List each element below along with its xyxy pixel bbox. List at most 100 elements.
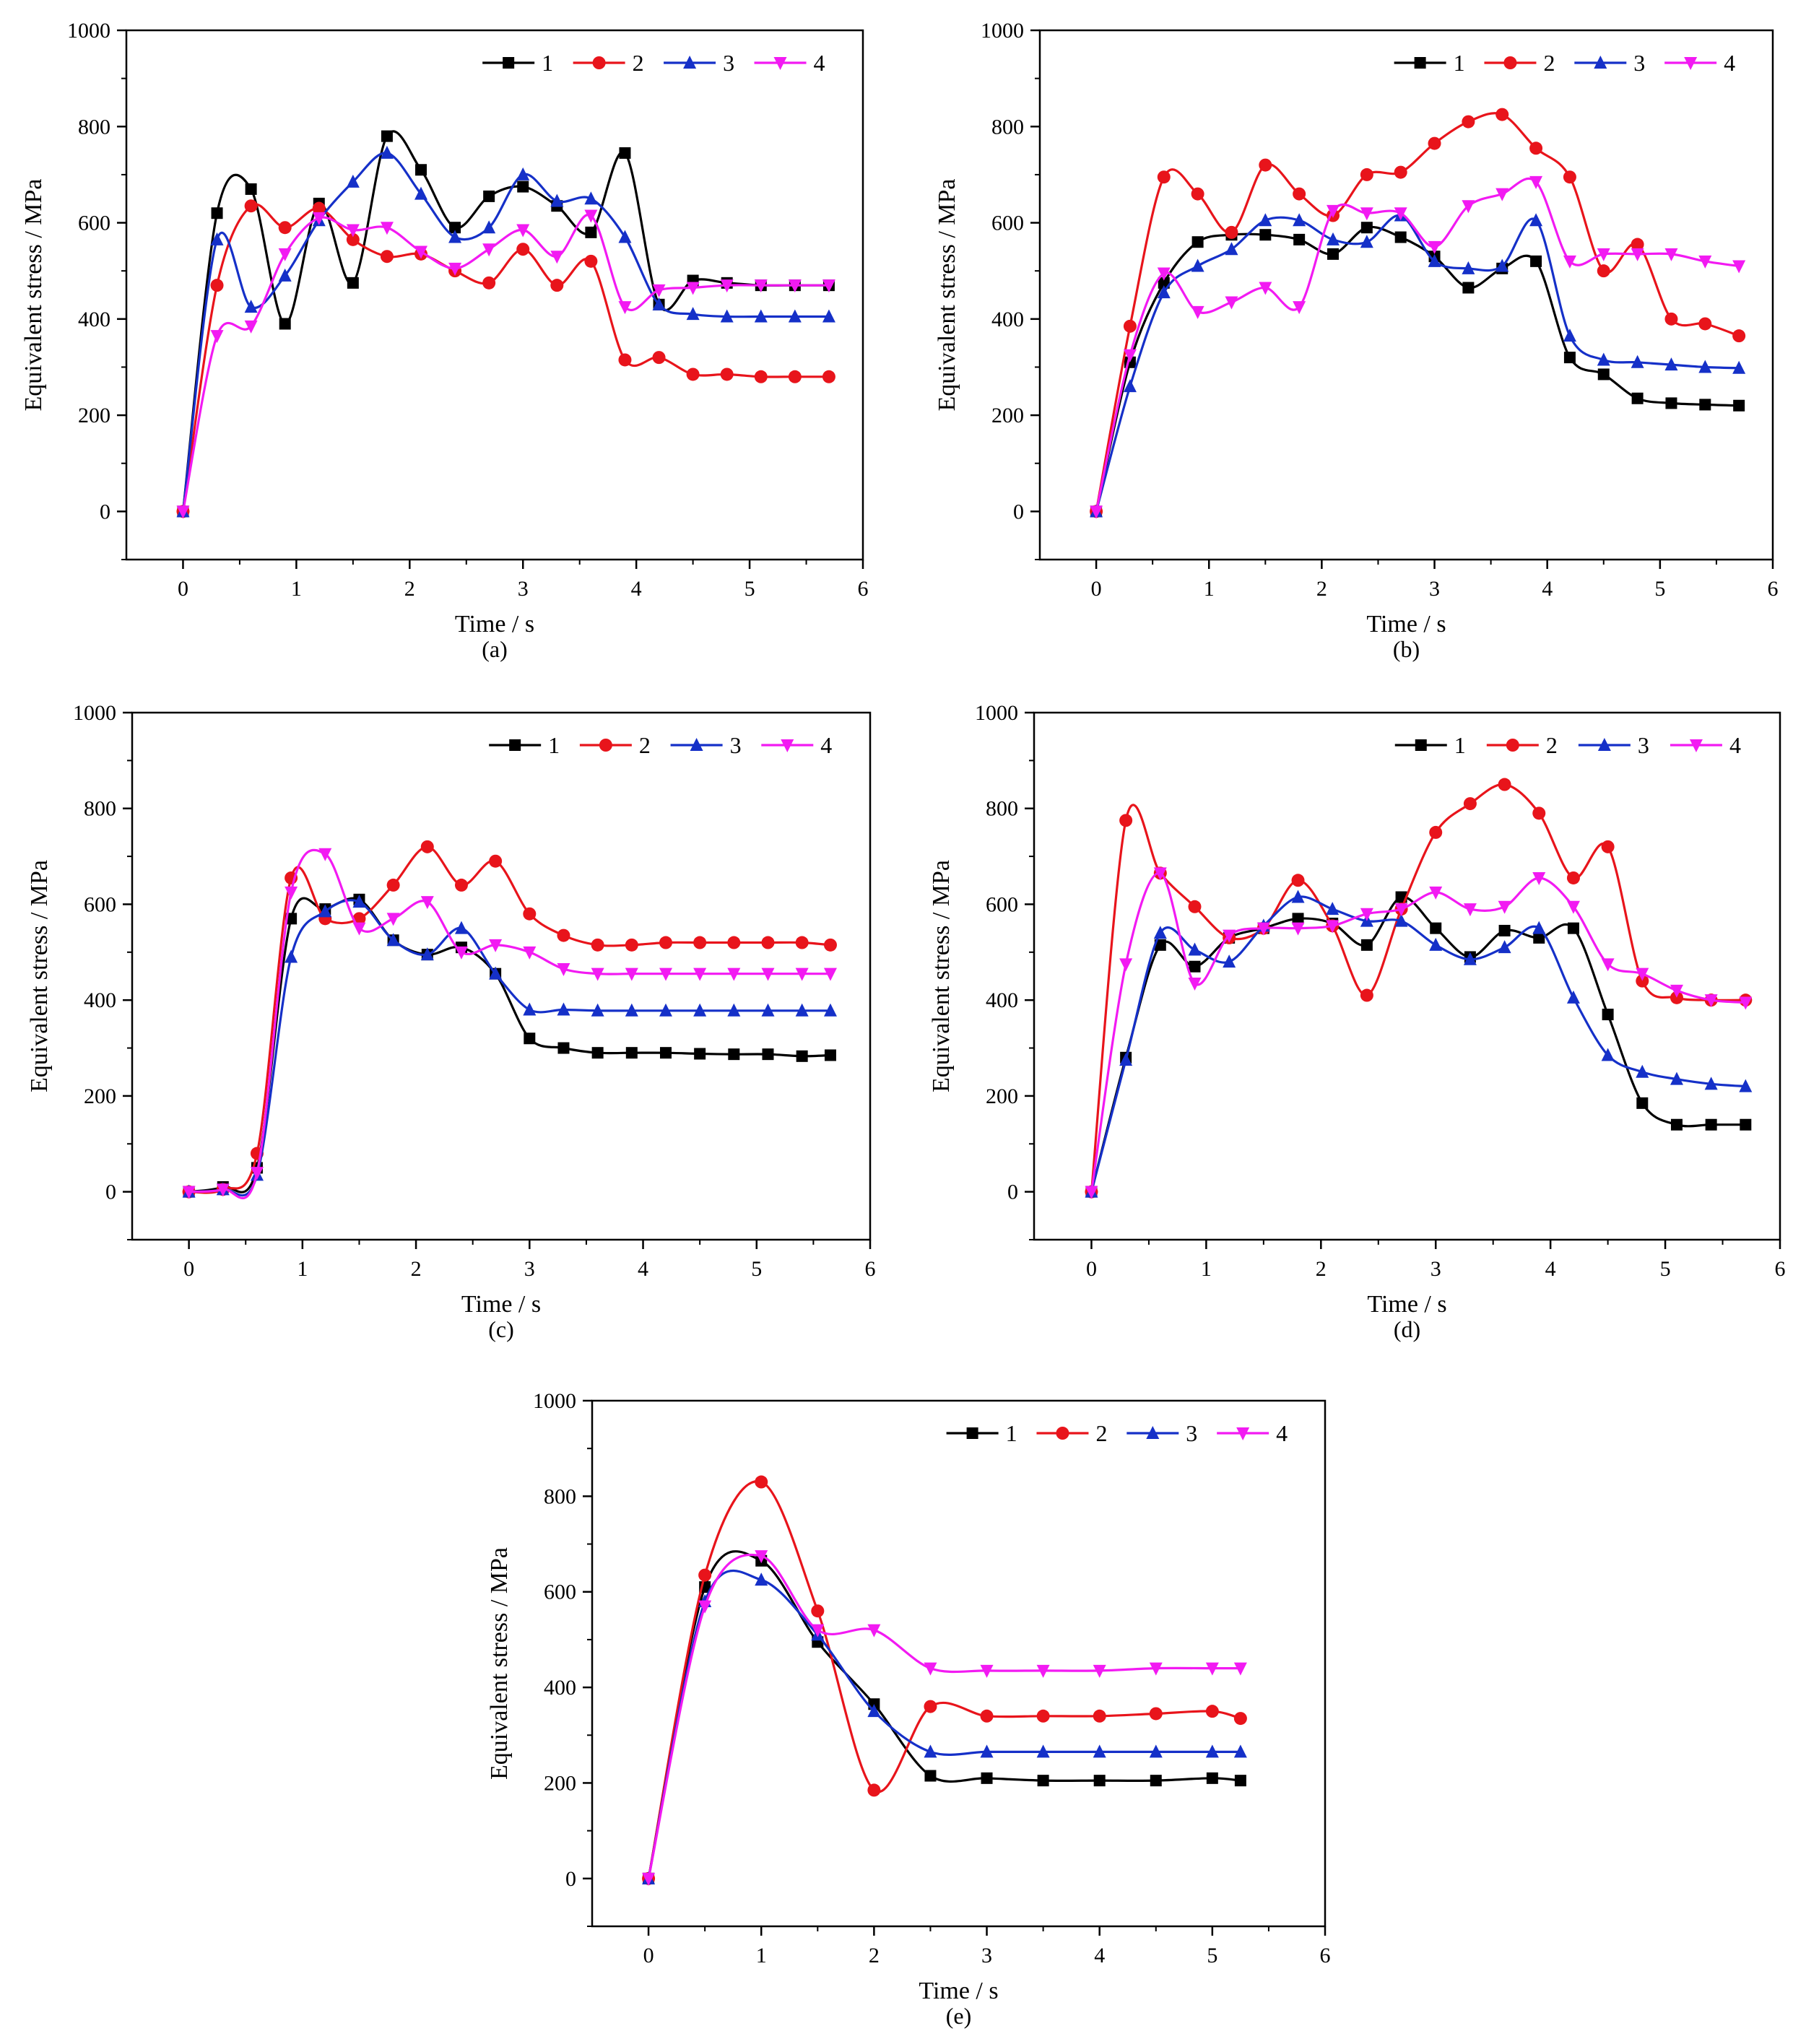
y-tick-label-a: 200 <box>78 404 110 427</box>
data-point-series-3-b <box>1157 285 1171 299</box>
data-point-series-1-e <box>1234 1775 1246 1787</box>
data-point-series-1-d <box>1602 1009 1614 1021</box>
data-point-series-4-e <box>698 1600 712 1614</box>
series-2-d <box>1085 778 1753 1199</box>
x-tick-label-c: 6 <box>865 1257 876 1281</box>
data-point-series-4-a <box>788 279 802 293</box>
x-tick-label-d: 5 <box>1660 1257 1671 1281</box>
data-point-series-2-b <box>1462 115 1475 129</box>
series-4-b <box>1090 175 1746 519</box>
data-point-series-4-b <box>1462 200 1475 214</box>
data-point-series-2-d <box>1360 988 1373 1002</box>
data-point-series-4-c <box>489 939 503 952</box>
data-point-series-1-b <box>1293 233 1306 245</box>
data-point-series-4-d <box>1291 922 1305 936</box>
data-point-series-1-c <box>824 1049 836 1061</box>
legend-label-3-e: 3 <box>1186 1420 1197 1446</box>
data-point-series-4-c <box>761 967 775 981</box>
series-4-d <box>1085 867 1753 1199</box>
x-tick-label-b: 6 <box>1768 577 1779 601</box>
x-tick-label-b: 5 <box>1654 577 1665 601</box>
data-point-series-1-b <box>1327 248 1339 260</box>
series-3-d <box>1085 890 1753 1198</box>
data-point-series-2-b <box>1597 264 1610 278</box>
data-point-series-4-e <box>1149 1662 1163 1676</box>
data-point-series-4-c <box>659 967 672 981</box>
data-point-series-4-a <box>550 251 564 264</box>
y-tick-label-c: 0 <box>105 1180 116 1204</box>
legend-marker-4-a <box>773 57 787 70</box>
data-point-series-4-d <box>1153 867 1167 881</box>
x-tick-label-d: 6 <box>1775 1257 1786 1281</box>
data-point-series-1-c <box>557 1042 570 1054</box>
data-point-series-2-c <box>727 936 741 949</box>
data-point-series-4-b <box>1394 207 1407 221</box>
data-point-series-4-e <box>1093 1664 1106 1678</box>
data-point-series-4-c <box>557 963 570 977</box>
data-point-series-1-d <box>1567 922 1579 934</box>
x-tick-label-e: 6 <box>1320 1944 1331 1967</box>
data-point-series-2-c <box>454 878 468 892</box>
x-tick-label-a: 4 <box>631 577 642 601</box>
data-point-series-3-e <box>924 1744 937 1758</box>
data-point-series-3-c <box>285 949 298 963</box>
data-point-series-1-e <box>981 1772 993 1784</box>
data-point-series-2-d <box>1601 840 1615 853</box>
data-point-series-3-a <box>278 268 292 282</box>
series-4-c <box>182 848 837 1200</box>
data-point-series-3-c <box>693 1003 707 1017</box>
series-1-a <box>177 130 835 518</box>
data-point-series-3-c <box>318 904 332 918</box>
data-point-series-4-d <box>1223 929 1236 943</box>
data-point-series-4-b <box>1495 188 1509 201</box>
data-point-series-4-d <box>1188 977 1202 991</box>
plot-frame-d <box>1033 711 1781 1241</box>
x-tick-label-a: 2 <box>404 577 415 601</box>
data-point-series-2-a <box>550 279 564 292</box>
data-point-series-3-b <box>1698 360 1712 373</box>
data-point-series-2-c <box>795 936 809 949</box>
data-point-series-3-d <box>1153 926 1167 939</box>
data-point-series-3-a <box>414 186 427 200</box>
series-line-2-c <box>188 845 831 1194</box>
series-line-3-b <box>1095 214 1740 512</box>
data-point-series-4-a <box>686 282 700 295</box>
y-tick-label-c: 1000 <box>73 701 116 725</box>
data-point-series-2-a <box>754 370 768 383</box>
data-point-series-2-c <box>557 929 570 942</box>
data-point-series-2-b <box>1293 187 1306 201</box>
y-tick-label-b: 400 <box>991 308 1024 331</box>
x-tick-label-d: 4 <box>1545 1257 1556 1281</box>
data-point-series-2-b <box>1191 187 1204 201</box>
legend-label-1-c: 1 <box>548 732 560 758</box>
series-line-1-b <box>1095 225 1740 512</box>
data-point-series-1-b <box>1563 352 1576 364</box>
legend-label-4-d: 4 <box>1729 732 1741 758</box>
y-tick-label-a: 600 <box>78 212 110 235</box>
data-point-series-4-c <box>727 967 741 981</box>
data-point-series-3-a <box>686 307 700 321</box>
data-point-series-4-b <box>1090 505 1103 519</box>
data-point-series-1-b <box>1733 399 1745 412</box>
data-point-series-2-d <box>1463 797 1477 811</box>
y-tick-label-b: 800 <box>991 115 1024 139</box>
y-tick-label-c: 200 <box>84 1084 116 1108</box>
y-tick-label-d: 0 <box>1007 1180 1018 1204</box>
data-point-series-2-a <box>482 276 496 290</box>
data-point-series-4-c <box>250 1167 264 1180</box>
data-point-series-4-b <box>1157 267 1171 281</box>
data-point-series-4-e <box>1036 1664 1050 1678</box>
data-point-series-4-b <box>1327 204 1340 218</box>
data-point-series-1-d <box>1360 939 1373 951</box>
data-point-series-2-a <box>312 201 326 215</box>
data-point-series-2-a <box>686 368 700 381</box>
data-point-series-1-a <box>347 277 359 289</box>
y-tick-label-e: 1000 <box>533 1389 576 1413</box>
x-tick-label-c: 1 <box>297 1257 308 1281</box>
data-point-series-1-c <box>796 1050 808 1062</box>
data-point-series-2-c <box>386 878 400 892</box>
legend-label-1-a: 1 <box>542 50 553 76</box>
legend-marker-1-c <box>509 739 521 751</box>
legend-marker-3-d <box>1597 738 1611 751</box>
data-point-series-2-d <box>1532 806 1546 820</box>
